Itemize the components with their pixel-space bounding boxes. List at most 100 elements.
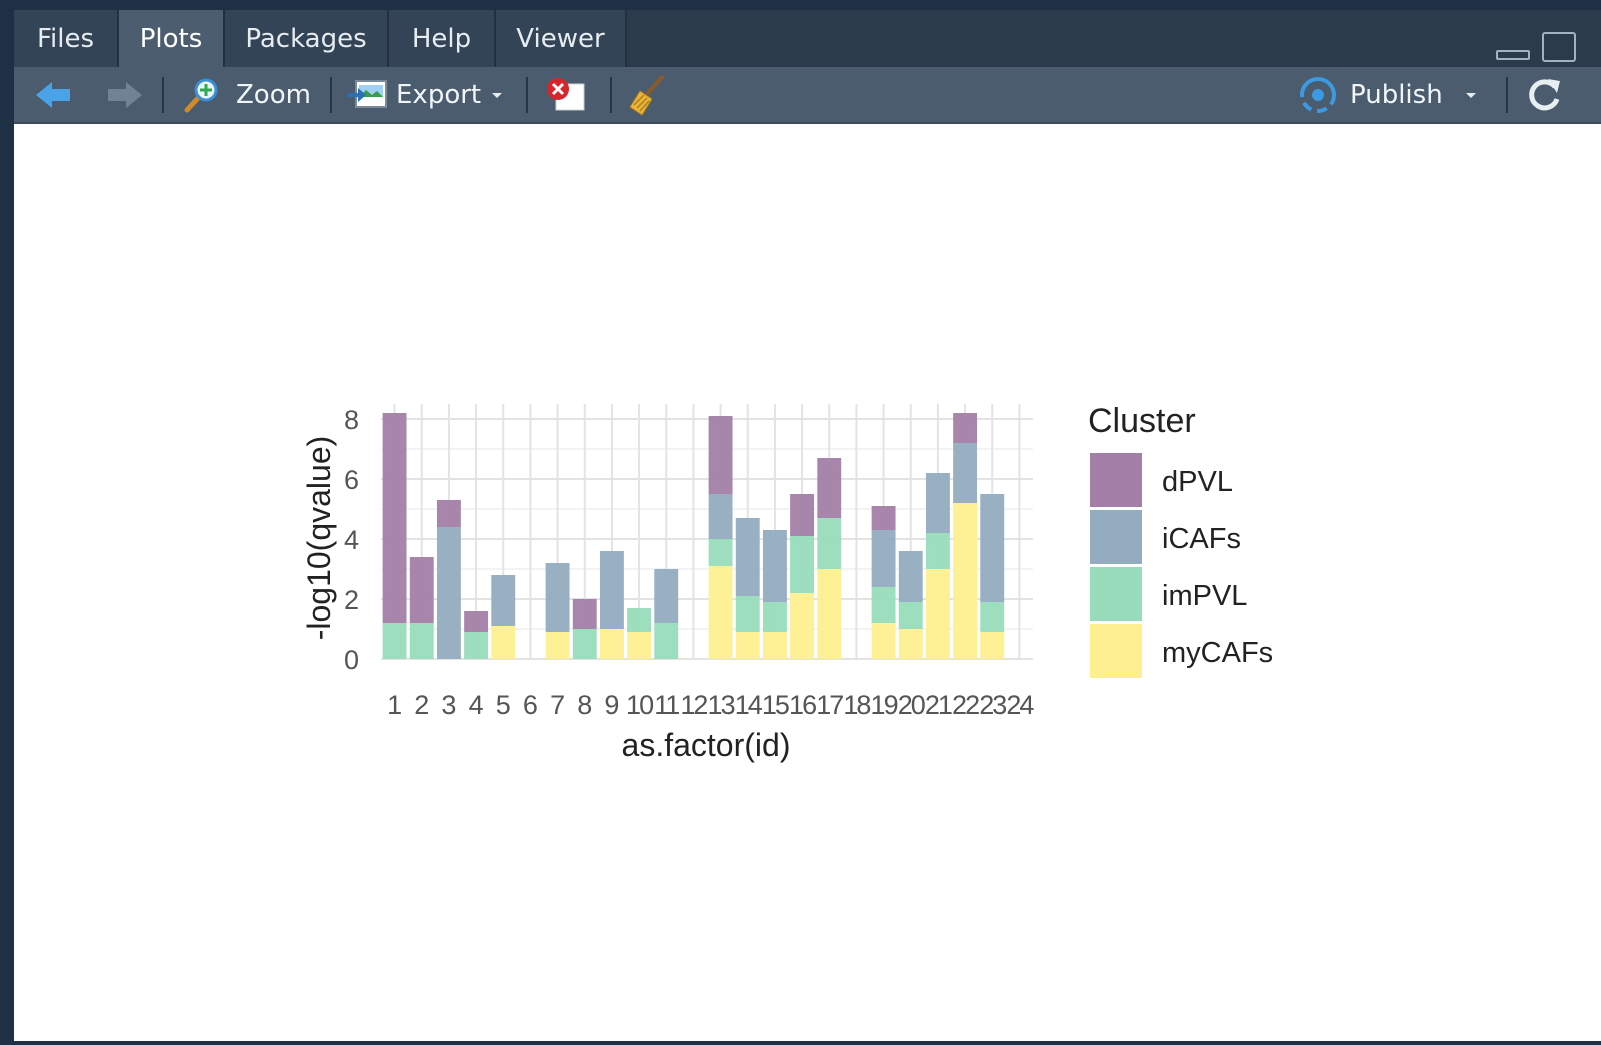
bar-segment-dPVL-2 <box>409 557 434 623</box>
clear-plots-button[interactable] <box>626 67 670 122</box>
export-button[interactable]: Export <box>346 67 505 122</box>
legend-items: dPVL iCAFs imPVL myCAFs <box>1090 453 1273 678</box>
x-tick-label: 18 <box>843 690 870 720</box>
x-tick-labels: 1 2 3 4 5 6 7 8 9 10 11 12 13 14 15 16 17 18 19 20 21 22 23 24 <box>387 690 1036 720</box>
tab-packages[interactable]: Packages <box>225 10 389 67</box>
bar-segment-iCAFs-19 <box>871 530 896 587</box>
bar-segment-iCAFs-5 <box>491 575 516 626</box>
bar-segment-imPVL-4 <box>464 632 489 659</box>
remove-plot-button[interactable] <box>544 67 588 122</box>
bar-segment-iCAFs-20 <box>898 551 923 602</box>
bar-segment-iCAFs-22 <box>953 443 978 503</box>
pane-left-edge <box>0 0 14 1041</box>
chevron-down-icon <box>492 92 503 98</box>
x-tick-label: 10 <box>626 690 653 720</box>
refresh-button[interactable] <box>1524 67 1564 122</box>
x-tick-label: 19 <box>871 690 898 720</box>
bar-segment-imPVL-14 <box>735 596 760 632</box>
x-tick-label: 6 <box>523 690 538 720</box>
refresh-icon <box>1529 78 1560 110</box>
bar-segment-dPVL-4 <box>464 611 489 632</box>
bar-segment-myCAFs-17 <box>817 569 842 659</box>
bar-segment-imPVL-21 <box>925 533 950 569</box>
bar-segment-imPVL-17 <box>817 518 842 569</box>
bar-segment-myCAFs-15 <box>762 632 787 659</box>
tab-files-label: Files <box>36 23 95 54</box>
bar-segment-myCAFs-5 <box>491 626 516 659</box>
bar-segment-imPVL-1 <box>382 623 407 659</box>
toolbar-separator <box>330 77 332 113</box>
x-tick-label: 21 <box>925 690 952 720</box>
bars <box>382 413 1005 659</box>
bar-segment-dPVL-17 <box>817 458 842 518</box>
bar-segment-myCAFs-23 <box>980 632 1005 659</box>
bar-segment-myCAFs-9 <box>599 629 624 659</box>
tab-files[interactable]: Files <box>14 10 119 67</box>
tab-packages-label: Packages <box>245 23 367 54</box>
legend: Cluster dPVL iCAFs imPVL myCAFs <box>1088 402 1273 678</box>
x-tick-label: 1 <box>387 690 402 720</box>
bar-segment-myCAFs-7 <box>545 632 570 659</box>
tab-help[interactable]: Help <box>389 10 496 67</box>
bar-segment-imPVL-11 <box>654 623 679 659</box>
x-tick-label: 14 <box>735 690 763 720</box>
x-tick-label: 15 <box>762 690 789 720</box>
bar-segment-iCAFs-3 <box>436 527 461 659</box>
bar-segment-iCAFs-14 <box>735 518 760 596</box>
bar-segment-iCAFs-13 <box>708 494 733 539</box>
bar-segment-myCAFs-14 <box>735 632 760 659</box>
tab-plots[interactable]: Plots <box>119 10 225 67</box>
x-axis-label: as.factor(id) <box>622 727 791 763</box>
bar-segment-myCAFs-19 <box>871 623 896 659</box>
export-image-icon <box>348 79 387 108</box>
bar-segment-imPVL-10 <box>627 608 652 632</box>
chevron-down-icon <box>1465 92 1476 98</box>
bar-segment-imPVL-2 <box>409 623 434 659</box>
export-label: Export <box>396 79 482 110</box>
x-tick-label: 17 <box>816 690 843 720</box>
zoom-label: Zoom <box>236 79 311 110</box>
arrow-left-icon <box>36 81 70 108</box>
publish-label: Publish <box>1350 79 1443 110</box>
x-tick-label: 22 <box>952 690 979 720</box>
arrow-right-icon <box>108 81 142 108</box>
bar-segment-myCAFs-13 <box>708 566 733 659</box>
publish-icon <box>1300 76 1336 113</box>
tab-help-label: Help <box>411 23 472 54</box>
y-tick-label: 8 <box>344 405 359 435</box>
minimize-icon[interactable] <box>1496 50 1530 60</box>
bar-segment-dPVL-22 <box>953 413 978 443</box>
pane-top-strip <box>0 0 1601 12</box>
legend-title: Cluster <box>1088 402 1196 440</box>
tab-viewer[interactable]: Viewer <box>496 10 627 67</box>
zoom-button[interactable]: Zoom <box>182 67 311 122</box>
tab-plots-label: Plots <box>139 23 203 54</box>
y-tick-label: 6 <box>344 465 359 495</box>
forward-button[interactable] <box>104 67 144 122</box>
legend-label-imPVL: imPVL <box>1162 580 1247 612</box>
x-tick-label: 20 <box>898 690 925 720</box>
toolbar-separator <box>162 77 164 113</box>
publish-button[interactable]: Publish <box>1296 67 1479 122</box>
x-tick-label: 5 <box>496 690 511 720</box>
x-tick-label: 16 <box>789 690 816 720</box>
bar-segment-dPVL-8 <box>572 599 597 629</box>
bar-segment-imPVL-20 <box>898 602 923 629</box>
toolbar-separator <box>526 77 528 113</box>
legend-swatch-myCAFs <box>1090 624 1142 678</box>
x-tick-label: 13 <box>708 690 735 720</box>
legend-label-myCAFs: myCAFs <box>1162 637 1273 669</box>
legend-label-dPVL: dPVL <box>1162 466 1233 498</box>
bar-segment-imPVL-16 <box>790 536 815 593</box>
bar-segment-dPVL-19 <box>871 506 896 530</box>
y-tick-label: 2 <box>344 585 359 615</box>
x-tick-label: 9 <box>604 690 619 720</box>
x-tick-label: 24 <box>1006 690 1034 720</box>
back-button[interactable] <box>34 67 74 122</box>
bar-segment-dPVL-16 <box>790 494 815 536</box>
maximize-icon[interactable] <box>1542 32 1576 62</box>
x-tick-label: 8 <box>577 690 592 720</box>
x-tick-label: 11 <box>654 690 679 720</box>
